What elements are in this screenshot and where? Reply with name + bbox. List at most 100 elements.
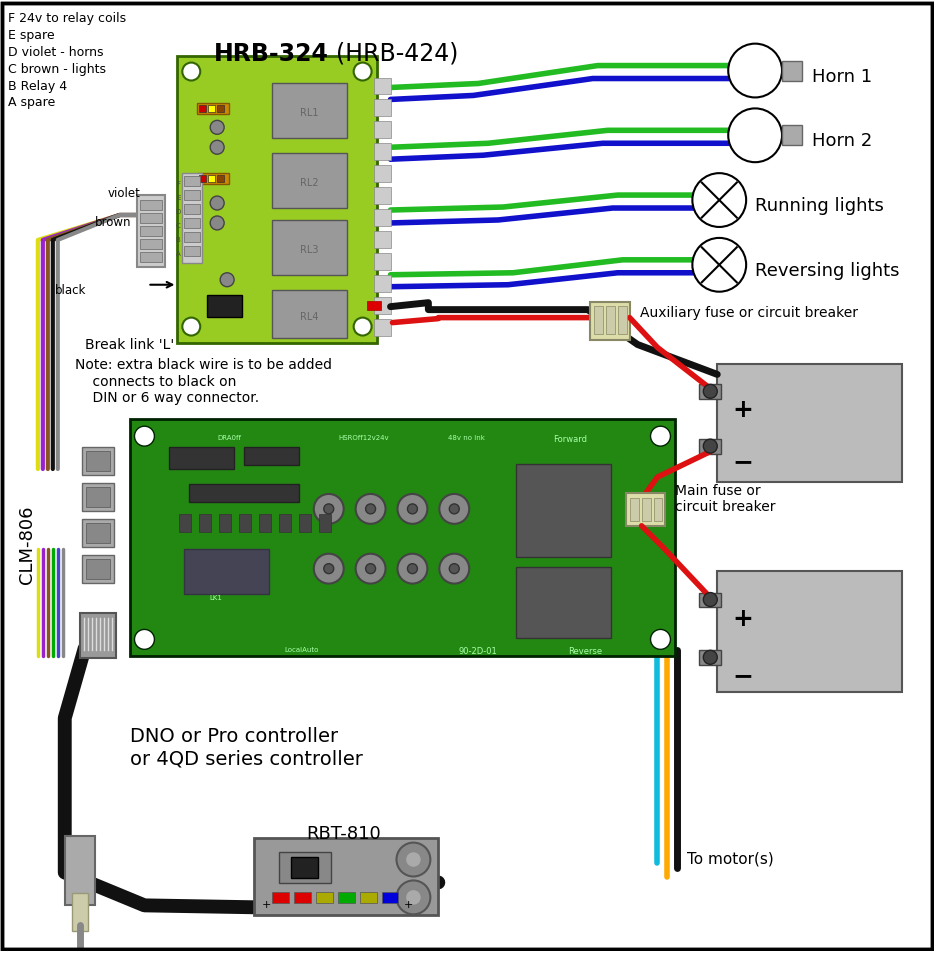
Circle shape [449, 504, 460, 515]
Bar [316, 892, 333, 903]
Circle shape [704, 439, 718, 454]
Bar [272, 221, 347, 275]
Circle shape [704, 651, 718, 664]
Circle shape [397, 881, 431, 914]
Bar [272, 85, 347, 139]
Bar [82, 555, 113, 583]
Text: A spare: A spare [8, 96, 55, 110]
Circle shape [407, 504, 417, 515]
Bar [654, 498, 662, 521]
Circle shape [397, 842, 431, 877]
Text: +: + [403, 900, 413, 909]
Text: (HRB-424): (HRB-424) [336, 42, 458, 66]
Bar [629, 498, 639, 521]
Bar [617, 306, 627, 335]
Circle shape [449, 564, 460, 574]
Bar [141, 239, 162, 250]
Bar [141, 213, 162, 224]
Bar [184, 191, 200, 201]
Bar [718, 365, 901, 482]
Circle shape [356, 554, 386, 584]
Circle shape [314, 554, 343, 584]
Bar [291, 857, 318, 879]
Bar [279, 515, 291, 532]
Bar [373, 166, 390, 183]
Text: +: + [733, 607, 753, 631]
Bar [184, 177, 200, 187]
Bar [367, 301, 381, 311]
Circle shape [220, 296, 234, 311]
Bar [207, 295, 242, 317]
Text: D violet - horns: D violet - horns [8, 46, 103, 58]
Circle shape [407, 564, 417, 574]
Text: B: B [175, 236, 180, 243]
Bar [244, 448, 299, 466]
Text: Horn 2: Horn 2 [812, 132, 872, 151]
Text: C brown - lights: C brown - lights [8, 63, 106, 75]
Circle shape [210, 197, 224, 211]
Bar [373, 232, 390, 249]
Text: +: + [733, 397, 753, 422]
Circle shape [439, 495, 469, 524]
Circle shape [210, 141, 224, 155]
Text: HSROff12v24v: HSROff12v24v [339, 435, 389, 440]
Bar [373, 100, 390, 117]
Text: F: F [176, 181, 180, 187]
Circle shape [651, 630, 671, 650]
Bar [516, 567, 611, 639]
Bar [373, 253, 390, 271]
Bar [782, 126, 802, 146]
Circle shape [324, 564, 334, 574]
Circle shape [704, 385, 718, 399]
Bar [700, 439, 721, 455]
Circle shape [728, 110, 782, 163]
Text: E spare: E spare [8, 29, 54, 42]
Bar [516, 464, 611, 558]
Bar [199, 515, 211, 532]
Bar [85, 452, 110, 472]
Bar [373, 297, 390, 314]
Text: Reversing lights: Reversing lights [755, 261, 900, 279]
Bar [179, 515, 191, 532]
Text: Note: extra black wire is to be added
    connects to black on
    DIN or 6 way : Note: extra black wire is to be added co… [75, 358, 332, 404]
Circle shape [210, 121, 224, 135]
Bar [208, 107, 215, 113]
Text: RL3: RL3 [299, 245, 318, 254]
Text: Reverse: Reverse [567, 647, 602, 656]
Circle shape [405, 889, 421, 905]
Bar [373, 188, 390, 205]
Bar [642, 498, 651, 521]
Text: Main fuse or
circuit breaker: Main fuse or circuit breaker [675, 483, 776, 514]
Bar [170, 448, 234, 470]
Bar [590, 302, 629, 340]
Bar [141, 201, 162, 211]
Text: −: − [733, 450, 753, 474]
Text: RL1: RL1 [299, 109, 318, 118]
Bar [373, 78, 390, 95]
Bar [82, 519, 113, 547]
Circle shape [324, 504, 334, 515]
Bar [373, 319, 390, 336]
Circle shape [182, 64, 200, 81]
Bar [197, 174, 229, 185]
Text: −: − [733, 663, 753, 687]
Bar [373, 144, 390, 161]
Circle shape [439, 554, 469, 584]
Circle shape [692, 174, 746, 228]
Bar [85, 559, 110, 579]
Bar [182, 174, 203, 264]
Bar [177, 56, 376, 343]
Text: 90-2D-01: 90-2D-01 [459, 647, 497, 656]
Text: HRB-324: HRB-324 [214, 42, 329, 66]
Circle shape [398, 554, 428, 584]
Bar [71, 894, 87, 931]
Bar [80, 614, 115, 659]
Bar [141, 227, 162, 236]
Bar [279, 852, 331, 883]
Bar [218, 176, 224, 183]
Bar [373, 275, 390, 293]
Bar [606, 306, 614, 335]
Text: E: E [176, 194, 180, 201]
Text: A: A [175, 251, 180, 256]
Circle shape [366, 504, 375, 515]
